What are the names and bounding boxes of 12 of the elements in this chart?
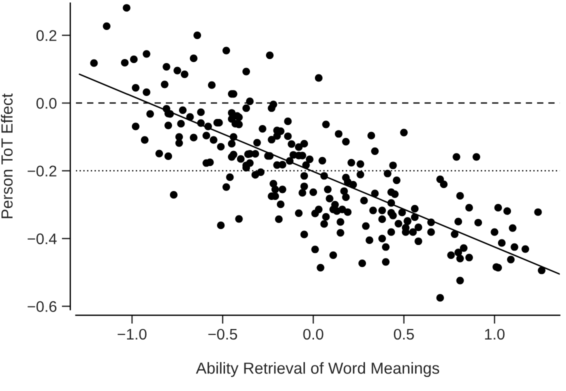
y-tick-label: 0.0 [36,98,56,109]
y-tick-label: −0.4 [28,233,57,244]
x-tick-label: −0.5 [208,328,238,340]
x-tick-label: −1.0 [118,328,147,340]
y-tick-label: −0.6 [28,301,56,312]
y-tick-label: −0.2 [28,166,56,176]
x-tick-label: 0.5 [394,328,414,340]
x-axis-title: Ability Retrieval of Word Meanings [196,362,440,377]
x-tick-label: 1.0 [485,328,505,340]
y-tick-label: 0.2 [36,30,56,41]
y-axis-title: Person ToT Effect [0,93,13,218]
x-tick-label: 0.0 [303,328,324,340]
